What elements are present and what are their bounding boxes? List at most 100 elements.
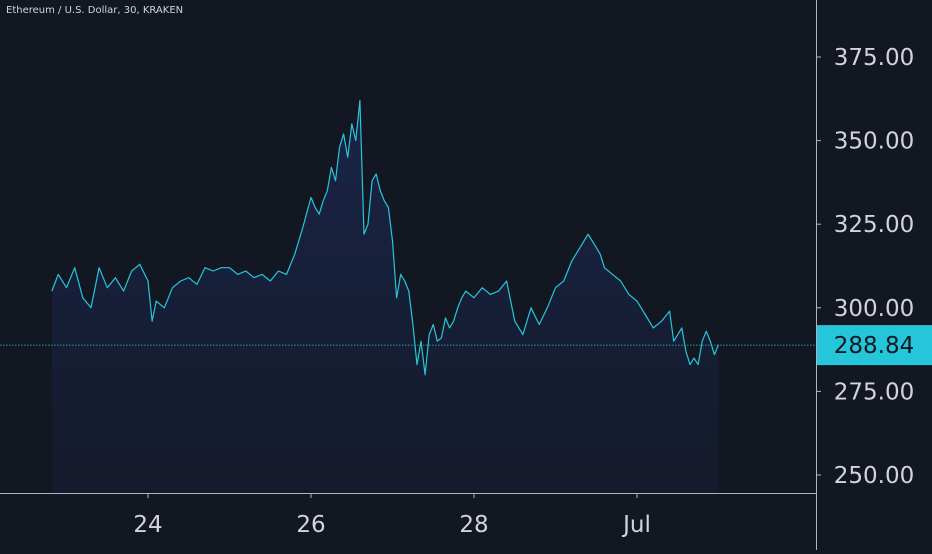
- price-point: [363, 234, 364, 235]
- price-point: [490, 294, 491, 295]
- price-point: [571, 260, 572, 261]
- price-point: [412, 324, 413, 325]
- price-point: [673, 341, 674, 342]
- price-point: [539, 324, 540, 325]
- price-point: [596, 247, 597, 248]
- price-point: [310, 197, 311, 198]
- current-price-badge: [817, 325, 932, 366]
- price-point: [156, 301, 157, 302]
- price-point: [396, 297, 397, 298]
- price-point: [327, 190, 328, 191]
- labels: 375.00 350.00 325.00 300.00 275.00 250.00 288.…: [133, 45, 932, 538]
- plot-area[interactable]: [0, 99, 816, 493]
- price-point: [147, 280, 148, 281]
- price-tick-label: 275.00: [834, 379, 914, 405]
- price-point: [420, 341, 421, 342]
- price-point: [339, 147, 340, 148]
- price-point: [408, 291, 409, 292]
- price-point: [449, 327, 450, 328]
- price-point: [355, 140, 356, 141]
- time-tick-label: 26: [296, 512, 325, 538]
- time-tick-label: 28: [459, 512, 488, 538]
- price-point: [498, 291, 499, 292]
- price-point: [482, 287, 483, 288]
- price-point: [82, 297, 83, 298]
- price-point: [237, 274, 238, 275]
- current-price-label: 288.84: [834, 333, 914, 359]
- symbol-title: Ethereum / U.S. Dollar, 30, KRAKEN: [6, 5, 184, 16]
- price-point: [689, 364, 690, 365]
- price-tick-label: 325.00: [834, 212, 914, 238]
- price-point: [245, 270, 246, 271]
- axes: [0, 0, 821, 550]
- price-line: [51, 99, 720, 376]
- price-point: [465, 291, 466, 292]
- price-point: [429, 334, 430, 335]
- price-point: [270, 280, 271, 281]
- price-point: [645, 314, 646, 315]
- time-tick-label: Jul: [621, 512, 651, 538]
- price-point: [685, 351, 686, 352]
- price-point: [461, 297, 462, 298]
- price-point: [331, 167, 332, 168]
- price-point: [351, 123, 352, 124]
- price-point: [152, 321, 153, 322]
- price-point: [604, 267, 605, 268]
- price-point: [437, 341, 438, 342]
- price-point: [636, 301, 637, 302]
- price-point: [473, 297, 474, 298]
- price-point: [204, 267, 205, 268]
- price-point: [90, 307, 91, 308]
- price-tick-label: 250.00: [834, 463, 914, 489]
- price-point: [367, 224, 368, 225]
- price-point: [547, 307, 548, 308]
- price-point: [123, 291, 124, 292]
- price-point: [180, 280, 181, 281]
- price-point: [661, 321, 662, 322]
- price-point: [319, 214, 320, 215]
- price-point: [628, 294, 629, 295]
- price-point: [262, 274, 263, 275]
- price-point: [343, 133, 344, 134]
- price-point: [506, 280, 507, 281]
- price-point: [392, 240, 393, 241]
- price-point: [677, 334, 678, 335]
- price-point: [196, 284, 197, 285]
- price-point: [433, 324, 434, 325]
- price-point: [514, 321, 515, 322]
- price-point: [99, 267, 100, 268]
- price-point: [588, 234, 589, 235]
- price-point: [253, 277, 254, 278]
- price-point: [315, 207, 316, 208]
- price-tick-label: 300.00: [834, 296, 914, 322]
- price-point: [698, 364, 699, 365]
- time-tick-label: 24: [133, 512, 162, 538]
- price-point: [693, 357, 694, 358]
- price-area-fill: [51, 100, 719, 493]
- price-point: [380, 190, 381, 191]
- price-point: [669, 311, 670, 312]
- price-point: [294, 254, 295, 255]
- price-point: [131, 270, 132, 271]
- price-point: [555, 287, 556, 288]
- price-point: [681, 327, 682, 328]
- price-point: [453, 321, 454, 322]
- price-point: [445, 317, 446, 318]
- price-point: [74, 267, 75, 268]
- price-point: [51, 291, 52, 292]
- price-point: [404, 280, 405, 281]
- price-point: [600, 254, 601, 255]
- price-point: [388, 207, 389, 208]
- price-point: [702, 341, 703, 342]
- price-tick-label: 375.00: [834, 45, 914, 71]
- price-point: [710, 341, 711, 342]
- price-point: [376, 173, 377, 174]
- price-point: [425, 374, 426, 375]
- price-point: [612, 274, 613, 275]
- price-point: [714, 354, 715, 355]
- price-point: [164, 307, 165, 308]
- price-point: [653, 327, 654, 328]
- price-point: [115, 277, 116, 278]
